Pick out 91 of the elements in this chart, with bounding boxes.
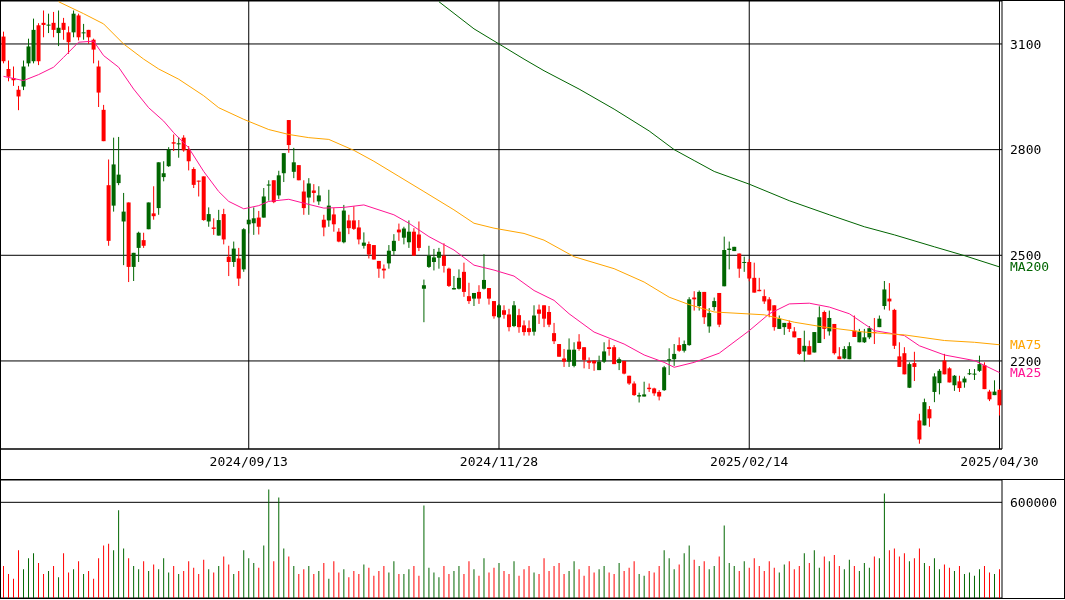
x-tick-label: 2024/09/13 <box>209 454 288 470</box>
candlestick <box>271 179 276 204</box>
candlestick <box>21 60 26 91</box>
candlestick <box>436 247 441 270</box>
candlestick <box>562 348 567 368</box>
candlestick <box>882 280 887 311</box>
candlestick <box>361 231 366 250</box>
candlestick <box>466 282 471 305</box>
candlestick <box>552 322 557 345</box>
candlestick <box>637 392 642 404</box>
candlestick <box>912 351 917 382</box>
candlestick <box>376 260 381 279</box>
candlestick <box>261 187 266 219</box>
candlestick <box>476 284 481 305</box>
candlestick <box>356 219 361 245</box>
candlestick <box>972 368 977 381</box>
candlestick <box>266 179 271 202</box>
candlestick <box>291 147 296 179</box>
candlestick <box>416 220 421 252</box>
candlestick <box>56 10 61 47</box>
x-tick-label: 2025/02/14 <box>710 454 789 470</box>
line-series <box>58 1 1000 346</box>
candlestick <box>51 11 56 38</box>
candlestick <box>386 244 391 270</box>
candlestick <box>932 372 937 403</box>
candlestick <box>61 17 66 41</box>
candlestick <box>481 253 486 290</box>
series-label: MA75 <box>1010 337 1042 353</box>
y-tick-label: 600000 <box>1010 494 1057 510</box>
candlestick <box>471 292 476 307</box>
candlestick <box>742 256 747 273</box>
candlestick <box>281 152 286 183</box>
candlestick <box>276 170 281 200</box>
candlestick <box>226 245 231 277</box>
candlestick <box>231 241 236 268</box>
candlestick <box>512 300 517 328</box>
candlestick <box>76 13 81 41</box>
candlestick <box>917 413 922 445</box>
candlestick <box>131 252 136 282</box>
x-tick-label: 2024/11/28 <box>459 454 539 470</box>
candlestick <box>331 207 336 233</box>
candlestick <box>532 304 537 337</box>
candlestick <box>236 247 241 287</box>
candlestick <box>216 209 221 237</box>
candlestick <box>737 253 742 279</box>
candlestick <box>662 365 667 392</box>
candlestick <box>587 356 592 370</box>
candlestick <box>907 361 912 389</box>
candlestick <box>461 262 466 298</box>
candlestick <box>927 405 932 428</box>
candlestick <box>697 290 702 312</box>
candlestick <box>982 361 987 390</box>
candlestick <box>256 210 261 236</box>
x-tick-label: 2025/04/30 <box>960 454 1039 470</box>
line-series <box>3 40 1000 374</box>
candlestick <box>251 206 256 236</box>
candlestick <box>316 185 321 206</box>
candlestick <box>446 267 451 288</box>
candlestick <box>136 231 141 263</box>
candlestick <box>121 192 126 266</box>
candlestick <box>672 343 677 367</box>
candlestick <box>311 183 316 203</box>
candlestick <box>151 185 156 221</box>
candlestick <box>602 341 607 364</box>
candlestick <box>391 233 396 256</box>
candlestick <box>517 308 522 334</box>
candlestick <box>66 25 71 55</box>
candlestick <box>567 337 572 368</box>
candlestick <box>186 145 191 171</box>
candlestick <box>922 398 927 426</box>
candlestick <box>667 347 672 376</box>
line-series <box>438 1 1000 268</box>
candlestick <box>537 304 542 325</box>
candlestick <box>6 60 11 82</box>
candlestick <box>617 356 622 371</box>
candlestick <box>46 13 51 34</box>
candlestick <box>81 23 86 41</box>
candlestick <box>822 310 827 340</box>
candlestick <box>421 279 426 323</box>
y-tick-label: 2800 <box>1010 142 1042 158</box>
candlestick <box>41 10 46 38</box>
candlestick <box>71 10 76 38</box>
candlestick <box>997 388 1002 417</box>
candlestick <box>206 206 211 228</box>
candlestick <box>166 146 171 168</box>
candlestick <box>406 219 411 249</box>
candlestick <box>306 177 311 216</box>
y-tick-label: 3100 <box>1010 36 1042 52</box>
candlestick <box>321 214 326 237</box>
candlestick <box>707 307 712 334</box>
candlestick <box>441 242 446 274</box>
